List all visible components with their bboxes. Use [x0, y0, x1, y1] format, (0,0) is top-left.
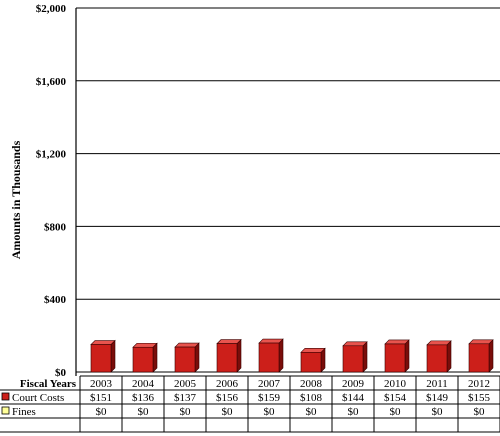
- data-label: $149: [426, 392, 449, 404]
- data-label: $156: [216, 392, 239, 404]
- bar-front: [132, 346, 154, 373]
- bar-2010: [384, 339, 410, 373]
- y-tick-label: $1,600: [36, 76, 67, 88]
- bar-top: [174, 342, 200, 348]
- year-label: 2003: [90, 378, 113, 390]
- data-label: $136: [132, 392, 155, 404]
- bar-side: [488, 339, 494, 373]
- year-label: 2004: [132, 378, 155, 390]
- y-tick-label: $1,200: [36, 149, 67, 161]
- legend-label: Fines: [12, 406, 36, 418]
- y-tick-label: $400: [44, 294, 67, 306]
- data-label: $155: [468, 392, 491, 404]
- data-label: $137: [174, 392, 197, 404]
- fiscal-years-label: Fiscal Years: [20, 378, 77, 390]
- bar-front: [468, 343, 490, 373]
- bar-top: [342, 341, 368, 347]
- data-label: $0: [474, 406, 486, 418]
- grid-lines: [76, 7, 500, 373]
- legend-key-court-costs: [1, 392, 10, 401]
- year-label: 2008: [300, 378, 323, 390]
- bar-side: [194, 342, 200, 373]
- bar-series-court-costs: [90, 338, 494, 373]
- y-tick-label: $800: [44, 221, 67, 233]
- bar-2005: [174, 342, 200, 373]
- bar-side: [152, 342, 158, 373]
- year-label: 2009: [342, 378, 365, 390]
- data-label: $0: [432, 406, 444, 418]
- bar-front: [90, 344, 112, 373]
- bar-side: [404, 339, 410, 373]
- bar-front: [342, 345, 364, 373]
- data-label: $0: [348, 406, 360, 418]
- bar-2009: [342, 341, 368, 373]
- y-axis: $0 $400 $800 $1,200 $1,600 $2,000: [36, 3, 77, 379]
- bar-top: [426, 340, 452, 346]
- bar-2007: [258, 338, 284, 373]
- bar-front: [216, 343, 238, 373]
- bar-2012: [468, 339, 494, 373]
- year-label: 2011: [426, 378, 448, 390]
- bar-side: [236, 338, 242, 373]
- bar-2011: [426, 340, 452, 373]
- bar-front: [174, 346, 196, 373]
- bar-top: [216, 339, 242, 344]
- y-tick-label: $2,000: [36, 3, 67, 15]
- bar-side: [446, 340, 452, 373]
- bar-side: [362, 341, 368, 373]
- year-label: 2006: [216, 378, 239, 390]
- bar-top: [258, 338, 284, 344]
- data-label: $0: [264, 406, 276, 418]
- legend-label: Court Costs: [12, 392, 64, 404]
- bar-top: [132, 342, 158, 348]
- y-axis-label: Amounts in Thousands: [9, 140, 23, 259]
- bar-front: [384, 343, 406, 373]
- bar-front: [300, 352, 322, 373]
- bar-top: [300, 348, 326, 353]
- bar-top: [384, 339, 410, 345]
- data-label: $0: [222, 406, 234, 418]
- bar-side: [110, 339, 116, 373]
- year-label: 2010: [384, 378, 407, 390]
- bar-front: [258, 342, 280, 373]
- bar-front: [426, 344, 448, 373]
- data-label: $108: [300, 392, 323, 404]
- legend-key-fines: [1, 406, 10, 415]
- data-table: Fiscal Years 2003 2004 2005 2006 2007 2008 2009…: [0, 375, 500, 433]
- bar-2008: [300, 347, 326, 373]
- data-label: $0: [180, 406, 192, 418]
- bar-top: [468, 339, 494, 345]
- data-label: $0: [390, 406, 402, 418]
- y-tick-label: $0: [55, 367, 67, 379]
- data-label: $144: [342, 392, 365, 404]
- bar-side: [278, 338, 284, 373]
- year-label: 2012: [468, 378, 490, 390]
- data-label: $0: [138, 406, 150, 418]
- bar-top: [90, 340, 116, 345]
- year-label: 2007: [258, 378, 281, 390]
- data-label: $0: [306, 406, 318, 418]
- bar-2003: [90, 339, 116, 373]
- data-label: $0: [96, 406, 108, 418]
- data-label: $159: [258, 392, 281, 404]
- data-label: $154: [384, 392, 407, 404]
- data-label: $151: [90, 392, 112, 404]
- year-label: 2005: [174, 378, 197, 390]
- bar-2004: [132, 342, 158, 373]
- bar-2006: [216, 338, 242, 373]
